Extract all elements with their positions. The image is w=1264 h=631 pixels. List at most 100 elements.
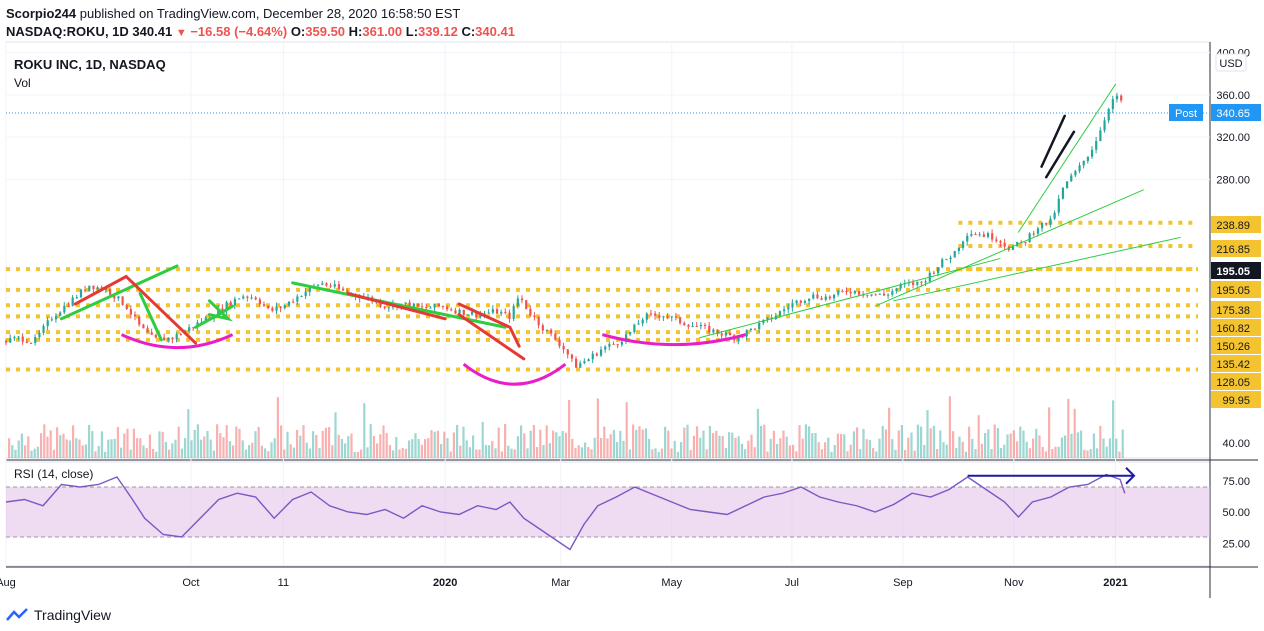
- volume-bar: [504, 424, 507, 458]
- volume-bar: [1016, 441, 1019, 458]
- candle-body: [1041, 222, 1044, 229]
- x-tick-label: Jul: [785, 577, 799, 589]
- trendline-green[interactable]: [207, 299, 233, 322]
- volume-bar: [785, 436, 788, 458]
- volume-bar: [897, 430, 900, 458]
- volume-bar: [116, 426, 119, 458]
- volume-bar: [865, 439, 868, 458]
- candle-body: [437, 303, 440, 307]
- candle-body: [974, 234, 977, 236]
- candle-body: [645, 313, 648, 320]
- trendline-red[interactable]: [457, 302, 521, 348]
- volume-bar: [1076, 432, 1079, 458]
- level-tag: [1211, 391, 1261, 408]
- close-value: 340.41: [475, 24, 515, 39]
- volume-bar: [1089, 448, 1092, 458]
- volume-bar: [849, 444, 852, 458]
- candle-body: [446, 306, 449, 310]
- trendline-thin[interactable]: [698, 258, 1001, 339]
- volume-bar: [379, 434, 382, 458]
- candle-body: [986, 233, 990, 237]
- candle-body: [766, 317, 769, 320]
- tradingview-brand[interactable]: TradingView: [6, 607, 111, 623]
- volume-bar: [667, 430, 670, 458]
- arc-curve[interactable]: [601, 333, 747, 347]
- volume-bar: [862, 428, 865, 458]
- trendline-thin[interactable]: [1017, 83, 1117, 233]
- trendline-green[interactable]: [138, 291, 163, 342]
- candle-body: [1103, 120, 1106, 131]
- volume-bar: [1048, 407, 1051, 458]
- volume-bar: [1019, 426, 1022, 458]
- volume-bar: [590, 449, 593, 458]
- volume-bar: [366, 447, 369, 458]
- trendline-red[interactable]: [346, 291, 447, 321]
- volume-bar: [795, 451, 798, 458]
- volume-bar: [177, 426, 180, 458]
- candle-body: [982, 234, 985, 237]
- volume-bar: [907, 437, 910, 458]
- volume-bar: [248, 444, 251, 458]
- candle-body: [808, 298, 811, 301]
- volume-bar: [88, 424, 91, 458]
- volume-bar: [286, 431, 289, 458]
- channel-line[interactable]: [1040, 114, 1066, 168]
- level-tag-label: 175.38: [1216, 305, 1250, 317]
- trendline-thin[interactable]: [893, 236, 1181, 302]
- volume-bar: [449, 451, 452, 458]
- candle-body: [13, 337, 16, 339]
- volume-bar: [1080, 430, 1083, 458]
- candle-body: [816, 294, 819, 299]
- candle-body: [167, 337, 170, 341]
- volume-bar: [840, 433, 843, 458]
- candle-body: [487, 312, 490, 314]
- rsi-line[interactable]: [5, 473, 1126, 551]
- volume-bar: [632, 424, 635, 458]
- arc-curve[interactable]: [120, 333, 234, 350]
- level-tag-label: 195.05: [1216, 285, 1250, 297]
- candle-body: [321, 283, 324, 285]
- candle-body: [633, 324, 636, 333]
- volume-bar: [644, 428, 647, 458]
- candle-body: [1095, 141, 1098, 150]
- candle-body: [803, 300, 807, 303]
- level-tag-label: 99.95: [1222, 395, 1250, 407]
- candle-body: [1011, 245, 1015, 250]
- candle-body: [1003, 242, 1006, 247]
- volume-bar: [100, 431, 103, 458]
- volume-bar: [1006, 434, 1009, 458]
- volume-bar: [296, 429, 299, 458]
- publisher-name[interactable]: Scorpio244: [6, 6, 77, 21]
- candle-body: [271, 308, 274, 311]
- arc-curve[interactable]: [462, 363, 567, 386]
- candle-body: [920, 281, 923, 283]
- candle-body: [34, 337, 37, 343]
- volume-bar: [708, 425, 711, 458]
- candle-body: [67, 305, 70, 307]
- channel-line[interactable]: [1044, 130, 1076, 179]
- trendline-red[interactable]: [457, 313, 526, 361]
- volume-bar: [1012, 430, 1015, 458]
- candle-body: [629, 332, 632, 335]
- trendline-thin[interactable]: [874, 189, 1144, 307]
- trendline-green[interactable]: [59, 264, 179, 321]
- volume-bar: [731, 432, 734, 458]
- candle-body: [674, 316, 678, 318]
- trendline-red[interactable]: [73, 274, 198, 345]
- close-label: C:: [461, 24, 476, 39]
- candle-body: [641, 319, 644, 324]
- volume-bar: [676, 451, 679, 458]
- down-arrow-icon: ▼: [175, 27, 187, 39]
- volume-bar: [424, 439, 427, 458]
- volume-bar: [660, 448, 663, 458]
- volume-bar: [750, 434, 753, 458]
- currency-box[interactable]: [1215, 53, 1247, 72]
- candle-body: [250, 297, 253, 299]
- trendline-green[interactable]: [291, 281, 507, 329]
- trendline-green[interactable]: [194, 304, 235, 329]
- post-price-tag: [1211, 104, 1261, 121]
- candle-body: [238, 298, 241, 300]
- candle-body: [433, 303, 436, 308]
- volume-bar: [673, 440, 676, 458]
